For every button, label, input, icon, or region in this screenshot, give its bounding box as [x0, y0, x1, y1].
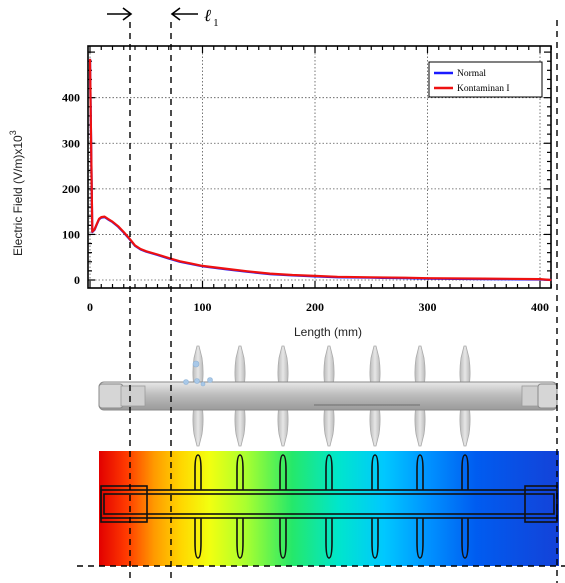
- heat-shed-bottom: [236, 518, 244, 559]
- left-fitting-collar: [120, 385, 146, 407]
- contaminant-drops: [183, 360, 213, 387]
- y-tick-label: 0: [74, 273, 80, 287]
- right-end-fitting: [537, 383, 558, 409]
- horizontal-gridlines: [88, 97, 551, 281]
- x-tick-label: 0: [87, 300, 93, 314]
- y-axis-label-exponent: 3: [8, 130, 18, 135]
- right-fitting-collar: [521, 385, 541, 407]
- x-tick-label: 400: [531, 300, 549, 314]
- contaminant-drop: [192, 360, 200, 368]
- y-tick-label: 200: [62, 182, 80, 196]
- x-tick-label: 200: [306, 300, 324, 314]
- y-axis-label-text: Electric Field (V/m)x10: [11, 135, 25, 256]
- left-end-fitting: [98, 383, 124, 409]
- heat-shed-top: [279, 454, 287, 490]
- guide-lines: [77, 20, 565, 583]
- y-tick-label: 100: [62, 227, 80, 241]
- length-symbol: ℓ: [204, 6, 211, 25]
- heat-shed-top: [371, 454, 379, 490]
- heat-shed-top: [416, 454, 424, 490]
- insulator-rod: [98, 381, 558, 411]
- heat-shed-bottom: [325, 518, 333, 559]
- series-lines: [88, 58, 552, 282]
- heat-shed-bottom: [416, 518, 424, 559]
- x-tick-label: 100: [194, 300, 212, 314]
- arrow-right-icon: [122, 7, 133, 21]
- y-tick-label: 300: [62, 136, 80, 150]
- x-tick-labels: 0 100 200 300 400: [87, 300, 549, 314]
- plot-frame: [87, 45, 552, 289]
- contaminant-drop: [207, 377, 213, 383]
- y-axis-label-group: Electric Field (V/m)x103: [8, 130, 25, 256]
- arrow-left-icon: [170, 7, 181, 21]
- insulator-model: [98, 345, 558, 447]
- contaminant-drop: [183, 379, 189, 385]
- heat-shed-top: [194, 454, 202, 490]
- contaminant-drop: [194, 378, 200, 384]
- heat-shed-bottom: [279, 518, 287, 559]
- outline-left-fitting: [100, 485, 148, 523]
- outline-rod-inner: [103, 493, 555, 515]
- y-tick-label: 400: [62, 91, 80, 105]
- heat-shed-top: [461, 454, 469, 490]
- heat-shed-bottom: [194, 518, 202, 559]
- contaminant-drop: [200, 381, 206, 387]
- field-heatmap: [99, 451, 559, 566]
- legend: Normal Kontaminan I: [428, 61, 543, 98]
- legend-label-normal: Normal: [457, 69, 486, 79]
- heatmap-fill: [99, 451, 559, 566]
- heat-shed-top: [236, 454, 244, 490]
- x-axis-label: Length (mm): [294, 325, 362, 339]
- legend-label-kontaminan: Kontaminan I: [457, 84, 510, 94]
- heat-shed-bottom: [461, 518, 469, 559]
- series-line-kontaminan: [88, 58, 552, 282]
- heat-shed-bottom: [371, 518, 379, 559]
- legend-box: [428, 61, 543, 98]
- heatmap-sheds: [194, 454, 469, 559]
- x-tick-label: 300: [419, 300, 437, 314]
- length-subscript: 1: [213, 17, 219, 29]
- heat-shed-top: [325, 454, 333, 490]
- y-axis-label: Electric Field (V/m)x103: [8, 130, 25, 256]
- y-tick-labels: 0 100 200 300 400: [62, 91, 80, 287]
